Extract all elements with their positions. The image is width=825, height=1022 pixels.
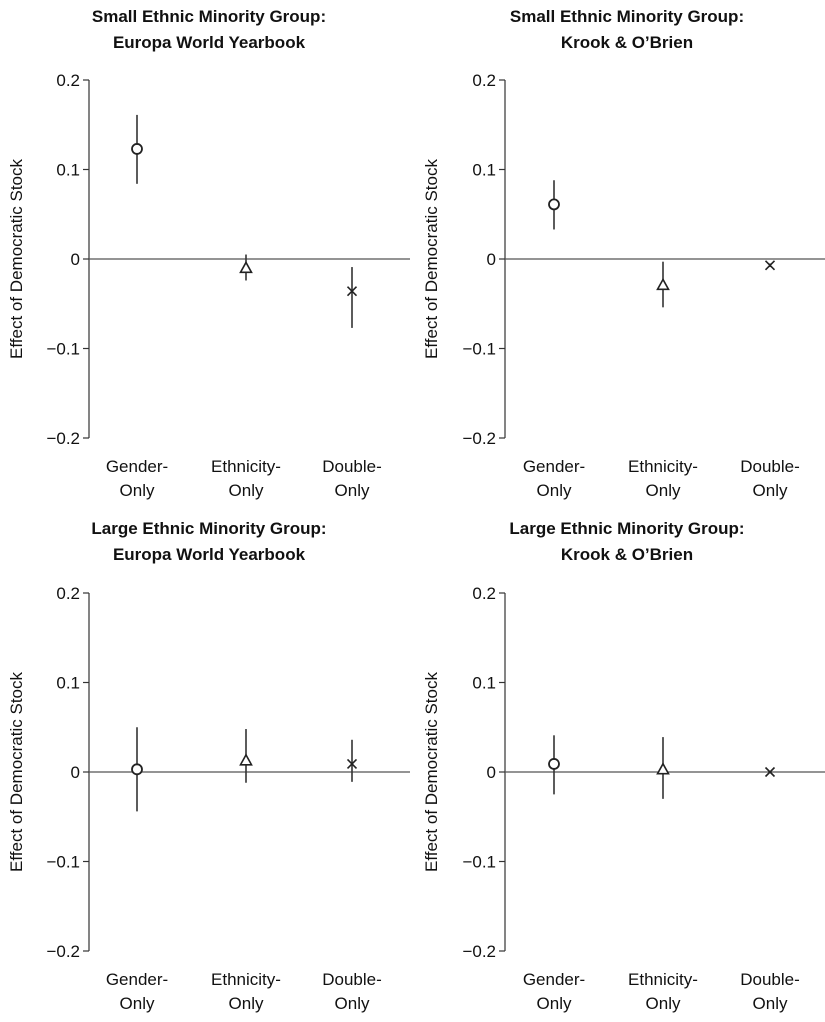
chart-title-line: Europa World Yearbook bbox=[113, 33, 306, 52]
x-category-label: Ethnicity- bbox=[211, 970, 281, 989]
y-axis-label: Effect of Democratic Stock bbox=[422, 159, 441, 359]
chart-title-line: Krook & O’Brien bbox=[561, 545, 693, 564]
chart-panel-3: Large Ethnic Minority Group: Europa World… bbox=[7, 519, 410, 1013]
y-tick-label: 0.2 bbox=[472, 584, 496, 603]
point-triangle-marker bbox=[239, 753, 253, 766]
chart-title-line: Krook & O’Brien bbox=[561, 33, 693, 52]
point-triangle-marker bbox=[239, 260, 253, 274]
x-category-label: Only bbox=[537, 994, 572, 1013]
point-x-stroke bbox=[764, 766, 776, 778]
x-category-label: Only bbox=[335, 481, 370, 500]
x-category-label: Double- bbox=[322, 970, 382, 989]
y-axis-label: Effect of Democratic Stock bbox=[7, 159, 26, 359]
y-tick-label: 0.2 bbox=[472, 71, 496, 90]
point-x-stroke bbox=[346, 758, 358, 770]
chart-panel-4: Large Ethnic Minority Group: Krook & O’Br… bbox=[422, 519, 825, 1013]
y-tick-label: 0.1 bbox=[56, 161, 80, 180]
chart-panel-2: Small Ethnic Minority Group: Krook & O’Br… bbox=[422, 7, 825, 500]
y-tick-label: −0.1 bbox=[46, 340, 80, 359]
chart-title-line: Europa World Yearbook bbox=[113, 545, 306, 564]
x-category-label: Ethnicity- bbox=[628, 457, 698, 476]
x-category-label: Gender- bbox=[523, 457, 585, 476]
x-category-label: Ethnicity- bbox=[628, 970, 698, 989]
y-tick-label: 0.1 bbox=[472, 674, 496, 693]
y-tick-label: −0.2 bbox=[462, 942, 496, 961]
x-category-label: Only bbox=[335, 994, 370, 1013]
chart-panel-1: Small Ethnic Minority Group: Europa World… bbox=[7, 7, 410, 500]
y-tick-label: 0.1 bbox=[472, 161, 496, 180]
y-tick-label: 0.2 bbox=[56, 584, 80, 603]
point-triangle-marker bbox=[656, 277, 670, 291]
x-category-label: Double- bbox=[740, 457, 800, 476]
y-tick-label: 0.1 bbox=[56, 674, 80, 693]
y-tick-label: −0.2 bbox=[462, 429, 496, 448]
point-x-marker bbox=[764, 766, 776, 778]
chart-title-line: Small Ethnic Minority Group: bbox=[510, 7, 744, 26]
y-tick-label: 0 bbox=[71, 250, 80, 269]
x-category-label: Only bbox=[120, 994, 155, 1013]
x-category-label: Double- bbox=[322, 457, 382, 476]
point-x-marker bbox=[346, 286, 358, 297]
y-tick-label: −0.2 bbox=[46, 942, 80, 961]
y-axis-label: Effect of Democratic Stock bbox=[422, 672, 441, 872]
point-x-stroke bbox=[346, 286, 358, 297]
x-category-label: Ethnicity- bbox=[211, 457, 281, 476]
point-triangle-marker bbox=[656, 762, 670, 775]
x-category-label: Only bbox=[229, 481, 264, 500]
point-circle-marker bbox=[131, 763, 143, 776]
point-x-marker bbox=[764, 260, 776, 271]
x-category-label: Double- bbox=[740, 970, 800, 989]
y-tick-label: 0.2 bbox=[56, 71, 80, 90]
y-tick-label: −0.2 bbox=[46, 429, 80, 448]
y-tick-label: −0.1 bbox=[462, 340, 496, 359]
x-category-label: Gender- bbox=[523, 970, 585, 989]
x-category-label: Only bbox=[753, 994, 788, 1013]
chart-title-line: Large Ethnic Minority Group: bbox=[509, 519, 744, 538]
x-category-label: Gender- bbox=[106, 970, 168, 989]
y-tick-label: 0 bbox=[71, 763, 80, 782]
x-category-label: Only bbox=[646, 994, 681, 1013]
x-category-label: Gender- bbox=[106, 457, 168, 476]
x-category-label: Only bbox=[537, 481, 572, 500]
y-tick-label: −0.1 bbox=[46, 853, 80, 872]
y-tick-label: −0.1 bbox=[462, 853, 496, 872]
x-category-label: Only bbox=[120, 481, 155, 500]
x-category-label: Only bbox=[753, 481, 788, 500]
y-axis-label: Effect of Democratic Stock bbox=[7, 672, 26, 872]
point-x-marker bbox=[346, 758, 358, 770]
y-tick-label: 0 bbox=[487, 763, 496, 782]
point-x-stroke bbox=[764, 260, 776, 271]
point-circle-marker bbox=[131, 143, 143, 155]
x-category-label: Only bbox=[229, 994, 264, 1013]
x-category-label: Only bbox=[646, 481, 681, 500]
point-circle-marker bbox=[548, 758, 560, 770]
chart-title-line: Large Ethnic Minority Group: bbox=[91, 519, 326, 538]
point-circle-marker bbox=[548, 198, 560, 211]
chart-title-line: Small Ethnic Minority Group: bbox=[92, 7, 326, 26]
y-tick-label: 0 bbox=[487, 250, 496, 269]
